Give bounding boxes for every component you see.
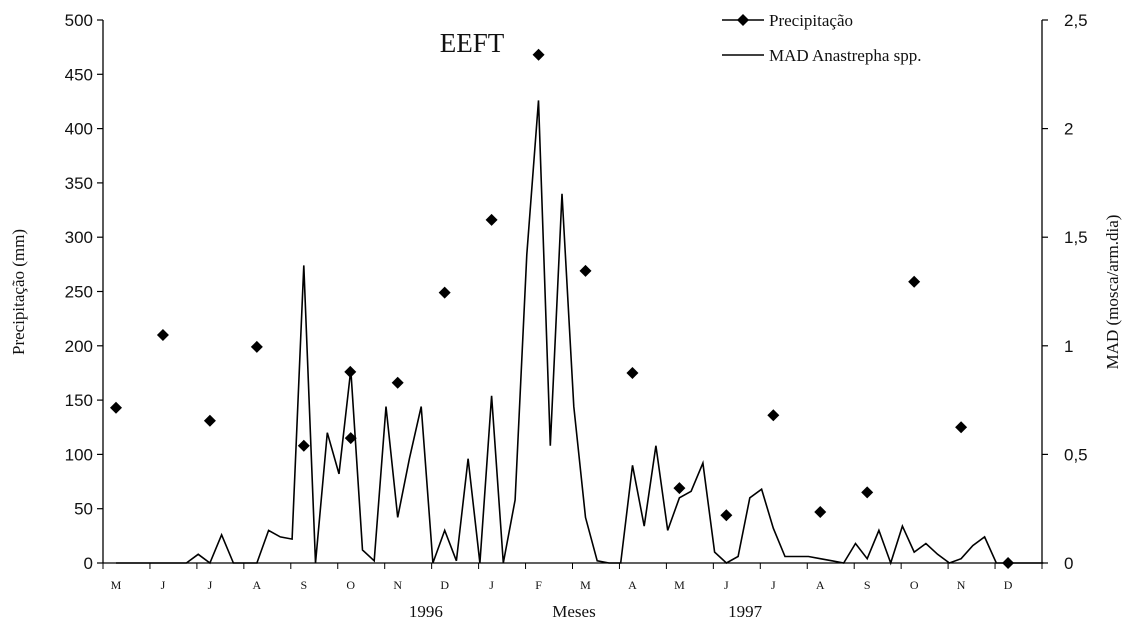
- y-left-tick-label: 450: [65, 65, 93, 84]
- x-tick-label: J: [208, 578, 213, 592]
- x-tick-label: S: [864, 578, 871, 592]
- y-left-tick-label: 150: [65, 391, 93, 410]
- y-right-tick-label: 1,5: [1064, 228, 1088, 247]
- x-tick-label: J: [771, 578, 776, 592]
- x-tick-label: O: [346, 578, 355, 592]
- precipitacao-point: [532, 48, 545, 61]
- x-tick-label: J: [489, 578, 494, 592]
- x-tick-label: A: [628, 578, 637, 592]
- precipitacao-point: [485, 213, 498, 226]
- legend-mad-label: MAD Anastrepha spp.: [769, 46, 922, 65]
- x-tick-label: N: [957, 578, 966, 592]
- precipitacao-point: [344, 432, 357, 445]
- precipitacao-point: [110, 401, 122, 414]
- precipitacao-point: [344, 365, 357, 378]
- y-left-tick-label: 50: [74, 500, 93, 519]
- precipitacao-point: [861, 486, 874, 499]
- x-tick-label: M: [580, 578, 591, 592]
- y-left-tick-label: 0: [84, 554, 93, 573]
- precipitacao-point: [1002, 557, 1015, 569]
- y-right-tick-label: 0,5: [1064, 445, 1088, 464]
- x-tick-label: S: [300, 578, 307, 592]
- x-tick-label: M: [674, 578, 685, 592]
- y-right-tick-label: 1: [1064, 337, 1073, 356]
- precipitacao-point: [673, 482, 686, 495]
- year-label: 1997: [728, 602, 763, 621]
- legend-precipitacao-label: Precipitação: [769, 11, 853, 30]
- precipitacao-point: [626, 366, 639, 379]
- y-right-tick-label: 0: [1064, 554, 1073, 573]
- precipitacao-point: [391, 376, 404, 389]
- x-tick-label: D: [440, 578, 449, 592]
- precipitacao-point: [250, 340, 263, 353]
- x-tick-label: F: [535, 578, 542, 592]
- y-left-tick-label: 200: [65, 337, 93, 356]
- chart-title: EEFT: [440, 28, 505, 58]
- x-tick-label: J: [161, 578, 166, 592]
- y-axis-right-label: MAD (mosca/arm.dia): [1103, 215, 1122, 370]
- year-label: 1996: [409, 602, 443, 621]
- axes-layer: 0 50 100 150 200 250 300 350 400 450 500 0 0,5 1 1,5 2 2…: [65, 11, 1088, 621]
- y-left-tick-label: 400: [65, 120, 93, 139]
- x-tick-label: A: [816, 578, 825, 592]
- precipitacao-point: [438, 286, 451, 299]
- y-right-tick-label: 2: [1064, 120, 1073, 139]
- x-tick-label: D: [1004, 578, 1013, 592]
- y-left-tick-label: 350: [65, 174, 93, 193]
- precipitacao-point: [297, 439, 310, 452]
- legend: Precipitação MAD Anastrepha spp.: [722, 11, 922, 65]
- precipitacao-point: [156, 328, 169, 341]
- x-tick-label: O: [910, 578, 919, 592]
- x-tick-label: N: [393, 578, 402, 592]
- y-left-tick-label: 500: [65, 11, 93, 30]
- series-mad-line: [116, 100, 1044, 566]
- x-tick-label: A: [253, 578, 262, 592]
- precipitacao-point: [814, 505, 827, 518]
- series-layer: [110, 48, 1044, 569]
- x-axis-label: Meses: [552, 602, 595, 621]
- precipitacao-point: [767, 409, 780, 422]
- precipitacao-point: [955, 421, 968, 434]
- y-axis-left-label: Precipitação (mm): [9, 229, 28, 355]
- y-left-tick-label: 250: [65, 283, 93, 302]
- x-tick-label: J: [724, 578, 729, 592]
- legend-precipitacao-marker: [737, 14, 749, 26]
- y-left-tick-label: 100: [65, 445, 93, 464]
- precipitacao-point: [908, 275, 921, 288]
- y-left-tick-label: 300: [65, 228, 93, 247]
- x-tick-label: M: [111, 578, 122, 592]
- y-right-tick-label: 2,5: [1064, 11, 1088, 30]
- precipitacao-point: [579, 264, 592, 277]
- precipitacao-point: [203, 414, 216, 427]
- precipitacao-point: [720, 509, 733, 522]
